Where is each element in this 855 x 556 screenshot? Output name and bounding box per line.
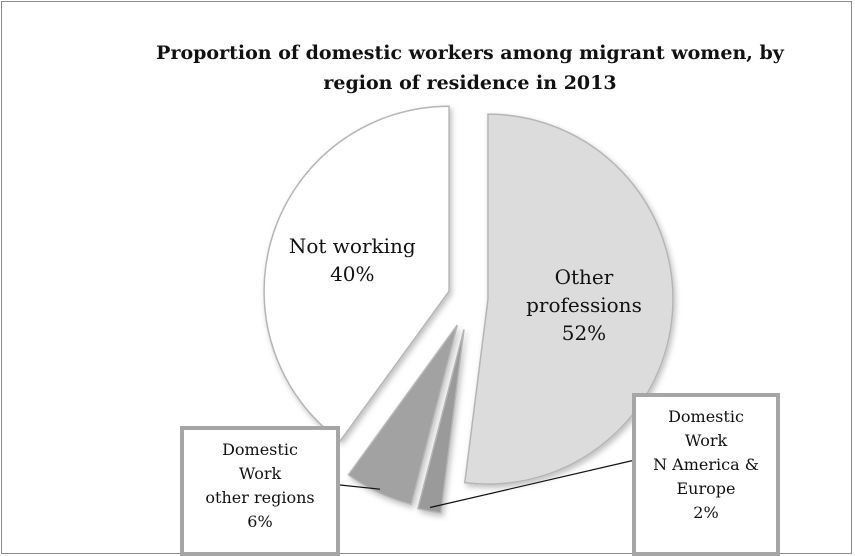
pie-slice [263,105,450,442]
callout-line: N America & [653,455,759,474]
slice-label: 40% [330,262,374,286]
slice-label: professions [526,293,642,317]
callout-domestic-n-america-europe: Domestic Work N America & Europe 2% [632,393,780,556]
callout-domestic-other-regions: Domestic Work other regions 6% [180,426,340,556]
callout-line: 6% [247,512,273,531]
pie-slice [347,324,458,506]
pie-slice [417,329,465,514]
callout-line: 2% [693,503,719,522]
leader-line [429,459,636,509]
callout-line: Work [238,464,282,483]
chart-title: Proportion of domestic workers among mig… [156,42,784,94]
callout-line: Work [684,431,728,450]
callout-line: Domestic [668,407,744,426]
pie-slice [463,113,674,485]
callout-line: other regions [205,488,315,507]
slice-label: Other [555,265,614,289]
leader-line [339,484,381,490]
slice-label: 52% [562,321,606,345]
slice-label: Not working [289,234,416,258]
callout-line: Domestic [222,440,298,459]
callout-line: Europe [676,479,736,498]
